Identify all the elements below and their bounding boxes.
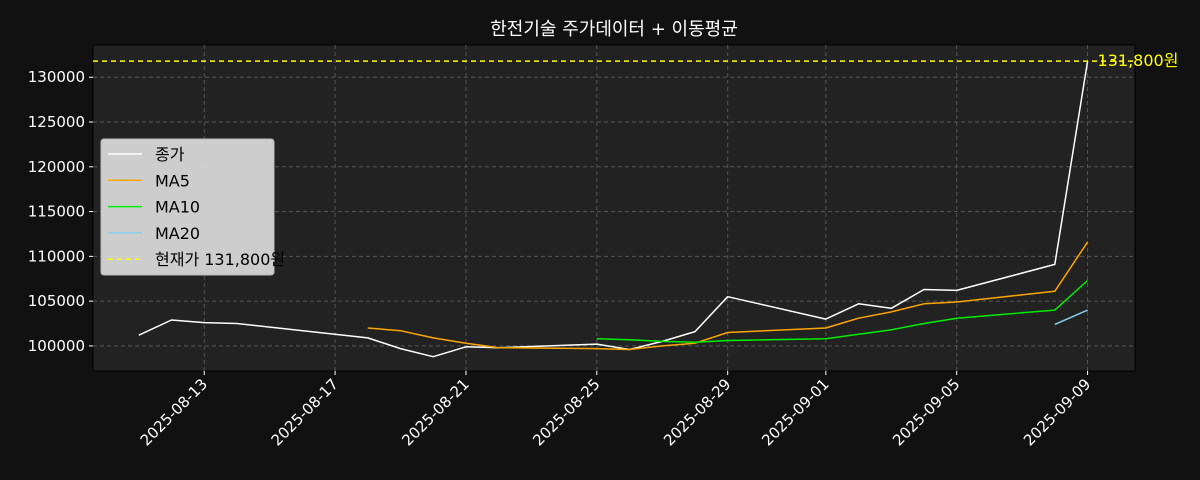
series-line-ma5: [367, 241, 1089, 351]
legend-label: 현재가 131,800원: [155, 250, 285, 269]
y-tick-label: 100000: [28, 337, 85, 355]
legend-label: MA5: [155, 171, 190, 190]
legend-label: MA20: [155, 224, 200, 243]
legend-label: 종가: [155, 145, 185, 164]
legend-label: MA10: [155, 198, 200, 217]
legend: 종가 MA5 MA10 MA20 현재가 131,800원: [100, 138, 285, 276]
y-tick-label: 120000: [28, 158, 85, 176]
y-tick-label: 125000: [28, 113, 85, 131]
series-line-ma20: [1054, 309, 1088, 326]
y-tick-label: 130000: [28, 68, 85, 86]
series-line-ma10: [596, 279, 1089, 344]
y-tick-label: 115000: [28, 203, 85, 221]
reference-line-layer: 131,800원: [93, 51, 1178, 70]
series-layer: [138, 60, 1089, 358]
legend-box: [100, 138, 275, 276]
y-tick-label: 105000: [28, 292, 85, 310]
current-price-label: 131,800원: [1098, 51, 1179, 70]
chart-title: 한전기술 주가데이터 + 이동평균: [490, 19, 738, 40]
y-tick-label: 110000: [28, 247, 85, 265]
